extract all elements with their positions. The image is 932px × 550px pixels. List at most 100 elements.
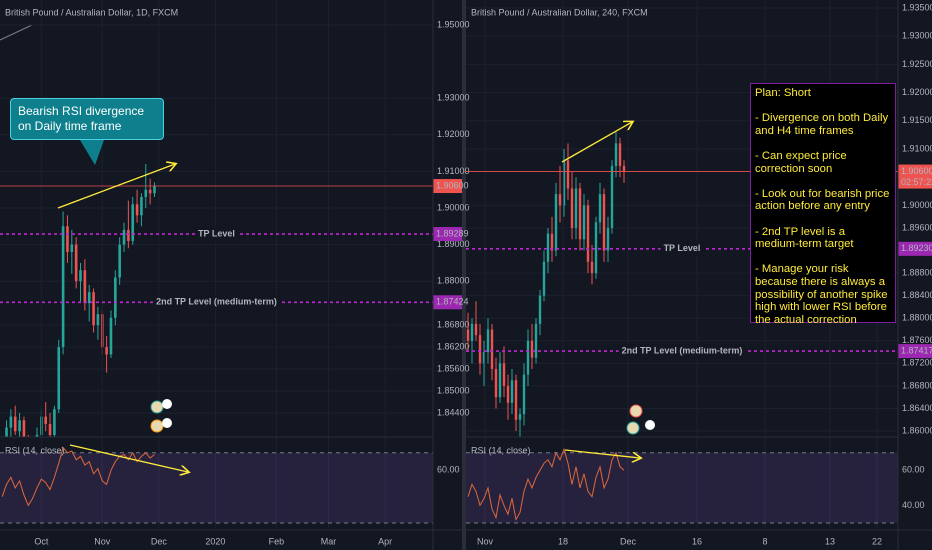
x-tick-label: 18: [558, 536, 568, 546]
plan-box: Plan: Short - Divergence on both Daily a…: [750, 83, 896, 326]
candle-body: [554, 194, 558, 251]
plan-point: - 2nd TP level is a medium-term target: [755, 225, 854, 251]
rsi-tick-label: 60.00: [902, 465, 925, 475]
candle-body: [48, 423, 52, 435]
candle-body: [9, 416, 13, 428]
y-tick-label: 1.86400: [902, 403, 932, 413]
level-tag-label: 1.87417: [901, 345, 932, 355]
candle-body: [602, 194, 606, 251]
x-tick-label: Apr: [378, 536, 392, 546]
rsi-line: [467, 447, 625, 521]
candle-body: [578, 188, 582, 240]
candle-body: [61, 226, 65, 348]
candle-body: [534, 323, 538, 358]
price-pane: [0, 24, 433, 437]
candle-body: [66, 226, 69, 252]
candle-body: [109, 317, 113, 355]
candle-body: [614, 143, 618, 166]
candle-body: [502, 363, 506, 386]
candle-body: [586, 205, 590, 262]
candle-body: [92, 292, 95, 326]
candle-body: [518, 414, 522, 420]
candle-body: [470, 323, 474, 341]
y-tick-label: 1.92500: [902, 59, 932, 69]
x-tick-label: Nov: [477, 536, 494, 546]
y-tick-label: 1.90000: [902, 200, 932, 210]
candle-body: [5, 427, 8, 437]
x-tick-label: 13: [825, 536, 835, 546]
candle-body: [114, 277, 117, 318]
candle-body: [140, 197, 143, 216]
y-tick-label: 1.88800: [902, 267, 932, 277]
plan-point: - Divergence on both Daily and H4 time f…: [755, 112, 889, 137]
candle-body: [474, 323, 478, 336]
candle-body: [618, 143, 622, 166]
y-tick-label: 1.86000: [902, 425, 932, 435]
level-label: 2nd TP Level (medium-term): [156, 297, 277, 307]
level-label-bg: [660, 241, 704, 256]
y-tick-label: 1.86800: [902, 380, 932, 390]
candle-body: [510, 380, 514, 403]
candle-body: [122, 229, 126, 245]
candle-body: [598, 194, 602, 223]
level-tag-label: 1.87424: [436, 297, 469, 307]
candle-body: [506, 385, 510, 403]
level-tag: [433, 227, 462, 242]
y-tick-label: 1.92000: [902, 87, 932, 97]
x-tick-label: Oct: [34, 536, 49, 546]
x-tick-label: Mar: [321, 536, 337, 546]
level-tag: [898, 241, 932, 256]
level-tag-label: 1.89289: [436, 228, 469, 238]
level-label: 2nd TP Level (medium-term): [622, 345, 743, 355]
candle-body: [70, 244, 74, 252]
candle-body: [498, 363, 502, 398]
candle-body: [44, 416, 47, 424]
level-label: TP Level: [198, 228, 235, 238]
candle-body: [105, 347, 108, 355]
y-tick-label: 1.89000: [437, 239, 470, 249]
y-tick-label: 1.93000: [437, 93, 470, 103]
candle-body: [606, 227, 610, 251]
candle-body: [96, 314, 100, 326]
candle-body: [542, 261, 546, 296]
candle-body: [486, 329, 490, 353]
candle-body: [490, 329, 494, 369]
y-tick-label: 1.88000: [437, 276, 470, 286]
y-tick-label: 1.93000: [902, 31, 932, 41]
candle-body: [562, 160, 566, 206]
candle-body: [466, 329, 470, 341]
candle-body: [582, 205, 586, 240]
y-tick-label: 1.93500: [902, 2, 932, 12]
candle-body: [148, 189, 152, 194]
last-price-label: 1.90600: [901, 166, 932, 176]
y-tick-label: 1.86200: [437, 341, 470, 351]
candle-body: [594, 222, 598, 274]
plan-point: - Look out for bearish price action befo…: [755, 187, 890, 213]
candle-body: [558, 194, 562, 206]
candle-body: [538, 295, 542, 324]
candle-body: [522, 374, 526, 415]
candle-body: [13, 416, 17, 432]
y-tick-label: 1.88400: [902, 290, 932, 300]
countdown: 02:57:22: [901, 177, 932, 187]
y-tick-label: 1.87600: [902, 335, 932, 345]
candle-body: [546, 233, 550, 262]
level-tag-label: 1.89230: [901, 243, 932, 253]
x-tick-label: 2020: [205, 536, 225, 546]
candle-body: [53, 409, 56, 435]
y-tick-label: 1.91500: [902, 115, 932, 125]
y-tick-label: 1.90000: [437, 202, 470, 212]
x-tick-label: Nov: [94, 536, 111, 546]
candle-body: [574, 188, 578, 228]
y-tick-label: 1.84400: [437, 407, 470, 417]
y-tick-label: 1.87200: [902, 358, 932, 368]
candle-body: [550, 233, 554, 251]
divider: [462, 0, 466, 550]
candle-body: [566, 160, 570, 189]
y-tick-label: 1.91000: [902, 143, 932, 153]
rsi-tick-label: 60.00: [437, 465, 460, 475]
y-tick-label: 1.85600: [437, 363, 470, 373]
candle-body: [22, 420, 26, 437]
